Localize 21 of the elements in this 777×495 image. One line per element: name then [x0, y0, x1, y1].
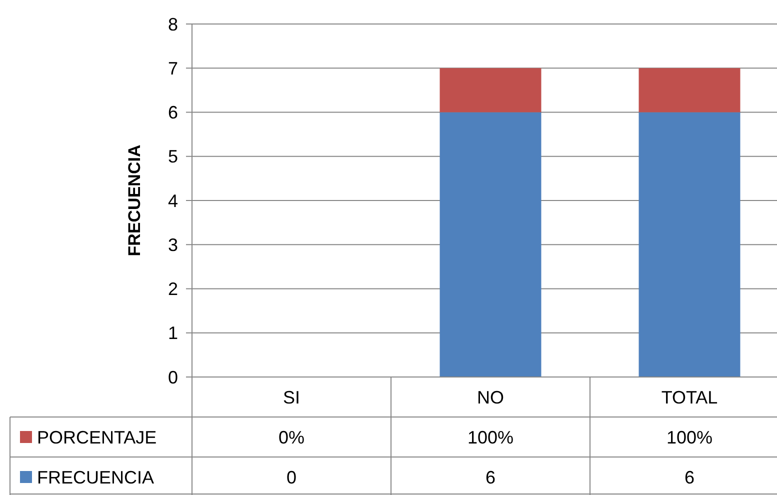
- legend-label: FRECUENCIA: [37, 467, 154, 488]
- y-tick-label: 8: [168, 14, 178, 34]
- x-tick-label: TOTAL: [661, 387, 718, 408]
- y-tick-label: 3: [168, 234, 178, 255]
- y-tick-label: 1: [168, 323, 178, 344]
- y-tick-label: 4: [168, 190, 178, 211]
- data-label: 6: [485, 467, 496, 488]
- data-label: 0%: [278, 427, 305, 448]
- y-tick-label: 5: [168, 146, 178, 167]
- data-label: 100%: [467, 427, 514, 448]
- y-axis-title: FRECUENCIA: [125, 144, 144, 256]
- data-label: 100%: [666, 427, 713, 448]
- y-tick-label: 6: [168, 102, 178, 123]
- legend-label: PORCENTAJE: [37, 427, 157, 448]
- y-tick-label: 7: [168, 58, 178, 78]
- y-tick-label: 2: [168, 279, 178, 300]
- data-label: 0: [286, 467, 297, 488]
- x-tick-label: SI: [282, 387, 300, 408]
- y-tick-label: 0: [168, 367, 178, 388]
- data-label: 6: [684, 467, 695, 488]
- x-tick-label: NO: [477, 387, 504, 408]
